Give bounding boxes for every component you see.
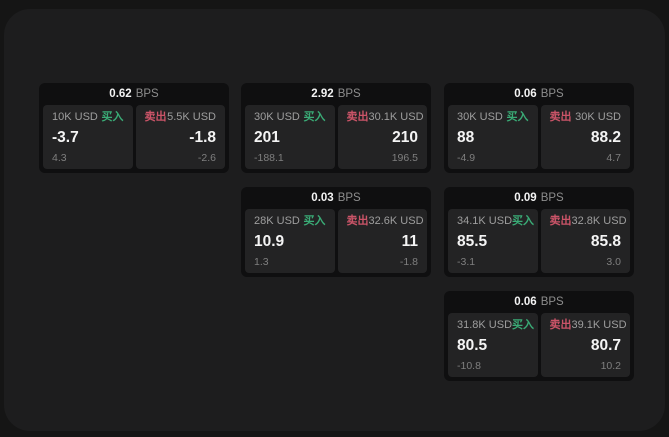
buy-delta: -4.9 <box>457 151 476 164</box>
buy-price: -3.7 <box>52 129 79 146</box>
bps-unit-label: BPS <box>540 88 564 100</box>
bps-header: 0.62 BPS <box>43 83 225 105</box>
sell-tile[interactable]: 卖出 32.6K USD 11 -1.8 <box>337 209 427 273</box>
buy-price: 88 <box>457 129 475 146</box>
buy-side-label: 买入 <box>506 111 529 123</box>
sell-tile[interactable]: 卖出 39.1K USD 80.7 10.2 <box>540 313 630 377</box>
buy-amount: 30K USD <box>254 111 300 123</box>
buy-price: 201 <box>254 129 280 146</box>
buy-tile[interactable]: 34.1K USD 买入 85.5 -3.1 <box>448 209 538 273</box>
quote-tiles: 30K USD 买入 88 -4.9 卖出 30K USD 88.2 4.7 <box>448 105 630 169</box>
bps-header: 0.03 BPS <box>245 187 427 209</box>
sell-amount: 30.1K USD <box>368 111 424 123</box>
buy-amount: 30K USD <box>457 111 503 123</box>
quote-card: 2.92 BPS 30K USD 买入 201 -188.1 卖出 30.1K … <box>241 83 431 173</box>
sell-price: 80.7 <box>590 337 621 354</box>
buy-delta: 4.3 <box>52 151 67 164</box>
sell-side-label: 卖出 <box>549 319 572 331</box>
buy-amount: 28K USD <box>254 215 300 227</box>
buy-delta: 1.3 <box>254 255 269 268</box>
sell-amount: 5.5K USD <box>167 111 216 123</box>
sell-side-label: 卖出 <box>346 111 369 123</box>
buy-delta: -188.1 <box>254 151 284 164</box>
sell-side-label: 卖出 <box>549 215 572 227</box>
quote-card: 0.62 BPS 10K USD 买入 -3.7 4.3 卖出 5.5K USD… <box>39 83 229 173</box>
bps-header: 2.92 BPS <box>245 83 427 105</box>
bps-value: 0.06 <box>514 88 537 100</box>
buy-price: 80.5 <box>457 337 488 354</box>
buy-tile[interactable]: 30K USD 买入 88 -4.9 <box>448 105 538 169</box>
app-window: 0.62 BPS 10K USD 买入 -3.7 4.3 卖出 5.5K USD… <box>4 9 665 431</box>
buy-delta: -3.1 <box>457 255 476 268</box>
buy-price: 10.9 <box>254 233 285 250</box>
bps-header: 0.06 BPS <box>448 83 630 105</box>
buy-tile[interactable]: 30K USD 买入 201 -188.1 <box>245 105 335 169</box>
sell-side-label: 卖出 <box>346 215 369 227</box>
buy-price: 85.5 <box>457 233 488 250</box>
quote-tiles: 34.1K USD 买入 85.5 -3.1 卖出 32.8K USD 85.8… <box>448 209 630 273</box>
buy-side-label: 买入 <box>101 111 124 123</box>
buy-amount: 34.1K USD <box>457 215 513 227</box>
sell-tile[interactable]: 卖出 5.5K USD -1.8 -2.6 <box>135 105 225 169</box>
bps-value: 0.62 <box>109 88 132 100</box>
quote-card: 0.03 BPS 28K USD 买入 10.9 1.3 卖出 32.6K US… <box>241 187 431 277</box>
bps-unit-label: BPS <box>540 296 564 308</box>
sell-amount: 32.6K USD <box>368 215 424 227</box>
sell-price: -1.8 <box>189 129 216 146</box>
bps-header: 0.06 BPS <box>448 291 630 313</box>
sell-delta: -1.8 <box>399 255 418 268</box>
bps-value: 0.03 <box>311 192 334 204</box>
quote-tiles: 31.8K USD 买入 80.5 -10.8 卖出 39.1K USD 80.… <box>448 313 630 377</box>
sell-side-label: 卖出 <box>549 111 572 123</box>
buy-tile[interactable]: 28K USD 买入 10.9 1.3 <box>245 209 335 273</box>
bps-unit-label: BPS <box>540 192 564 204</box>
buy-side-label: 买入 <box>303 215 326 227</box>
sell-price: 88.2 <box>590 129 621 146</box>
sell-price: 85.8 <box>590 233 621 250</box>
sell-delta: 3.0 <box>606 255 621 268</box>
sell-delta: 10.2 <box>600 359 621 372</box>
sell-tile[interactable]: 卖出 30K USD 88.2 4.7 <box>540 105 630 169</box>
sell-delta: -2.6 <box>197 151 216 164</box>
sell-price: 210 <box>392 129 418 146</box>
buy-amount: 31.8K USD <box>457 319 513 331</box>
sell-tile[interactable]: 卖出 32.8K USD 85.8 3.0 <box>540 209 630 273</box>
bps-unit-label: BPS <box>337 192 361 204</box>
bps-value: 0.09 <box>514 192 537 204</box>
bps-header: 0.09 BPS <box>448 187 630 209</box>
sell-side-label: 卖出 <box>144 111 167 123</box>
sell-amount: 39.1K USD <box>571 319 627 331</box>
buy-amount: 10K USD <box>52 111 98 123</box>
sell-tile[interactable]: 卖出 30.1K USD 210 196.5 <box>337 105 427 169</box>
bps-value: 2.92 <box>311 88 334 100</box>
quote-card: 0.06 BPS 31.8K USD 买入 80.5 -10.8 卖出 39.1… <box>444 291 634 381</box>
sell-price: 11 <box>401 233 418 250</box>
quote-card: 0.09 BPS 34.1K USD 买入 85.5 -3.1 卖出 32.8K… <box>444 187 634 277</box>
quote-tiles: 30K USD 买入 201 -188.1 卖出 30.1K USD 210 1… <box>245 105 427 169</box>
buy-tile[interactable]: 31.8K USD 买入 80.5 -10.8 <box>448 313 538 377</box>
sell-amount: 30K USD <box>575 111 621 123</box>
quote-tiles: 10K USD 买入 -3.7 4.3 卖出 5.5K USD -1.8 -2.… <box>43 105 225 169</box>
buy-side-label: 买入 <box>512 215 535 227</box>
bps-unit-label: BPS <box>135 88 159 100</box>
quote-card: 0.06 BPS 30K USD 买入 88 -4.9 卖出 30K USD 8… <box>444 83 634 173</box>
quote-tiles: 28K USD 买入 10.9 1.3 卖出 32.6K USD 11 -1.8 <box>245 209 427 273</box>
sell-delta: 196.5 <box>391 151 418 164</box>
buy-delta: -10.8 <box>457 359 481 372</box>
buy-side-label: 买入 <box>512 319 535 331</box>
sell-delta: 4.7 <box>606 151 621 164</box>
bps-unit-label: BPS <box>337 88 361 100</box>
bps-value: 0.06 <box>514 296 537 308</box>
buy-side-label: 买入 <box>303 111 326 123</box>
sell-amount: 32.8K USD <box>571 215 627 227</box>
buy-tile[interactable]: 10K USD 买入 -3.7 4.3 <box>43 105 133 169</box>
